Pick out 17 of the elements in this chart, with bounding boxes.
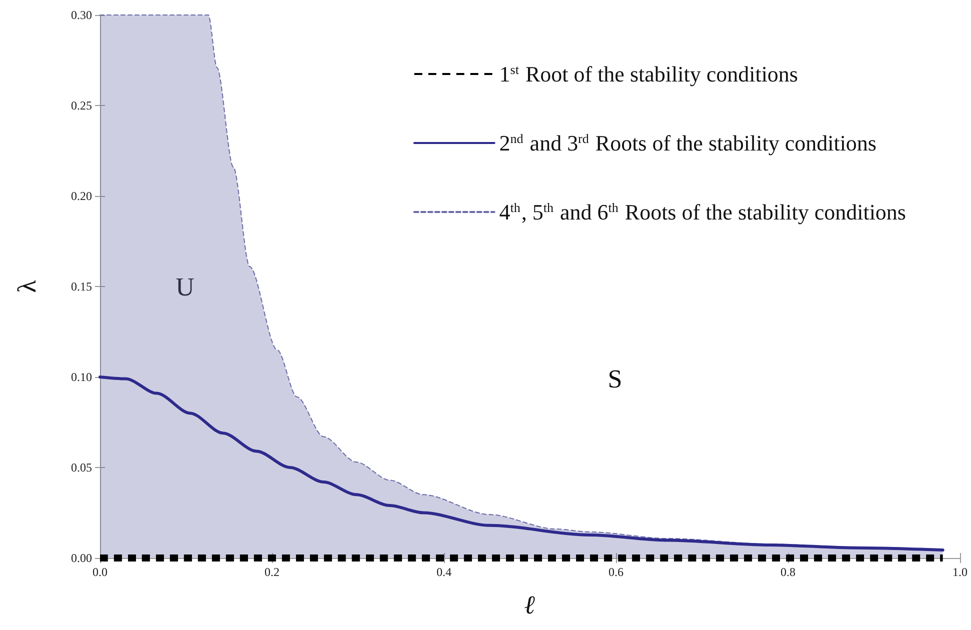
y-tick-label: 0.00	[71, 551, 92, 565]
y-tick-label: 0.25	[71, 98, 92, 112]
annotation: S	[608, 364, 622, 394]
x-tick-label: 0.8	[780, 565, 796, 579]
y-tick-label: 0.15	[71, 280, 92, 294]
y-axis-title: λ	[12, 280, 42, 293]
y-tick-label: 0.10	[71, 370, 92, 384]
x-tick-label: 0.6	[608, 565, 624, 579]
y-tick-label: 0.05	[71, 460, 92, 474]
x-tick-label: 0.4	[436, 565, 452, 579]
y-tick-label: 0.20	[71, 189, 92, 203]
x-tick-label: 0.2	[264, 565, 280, 579]
x-axis-title: ℓ	[524, 590, 536, 620]
y-tick-label: 0.30	[71, 8, 92, 22]
x-tick-label: 0.0	[92, 565, 108, 579]
annotation: U	[176, 272, 195, 302]
x-tick-label: 1.0	[952, 565, 968, 579]
